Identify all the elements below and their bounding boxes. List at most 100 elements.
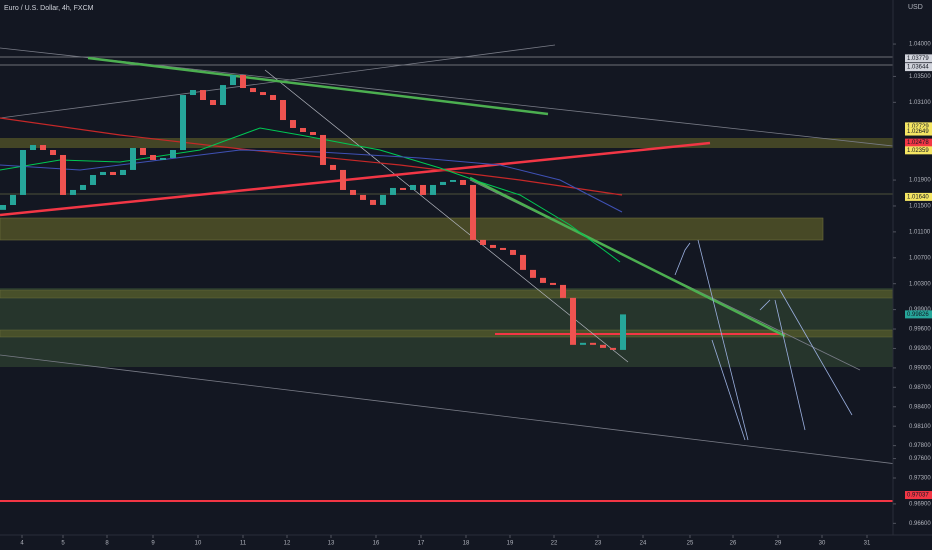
drawings: [0, 44, 906, 502]
trend-line: [87, 56, 549, 116]
candle-body: [80, 184, 86, 190]
candle-body: [430, 184, 436, 195]
price-tag: [905, 310, 932, 319]
candle-body: [390, 187, 396, 195]
candle-body: [500, 247, 506, 250]
x-tick-label: 25: [687, 541, 694, 547]
price-axis: [893, 0, 932, 550]
y-tick-label: 0.97800: [909, 443, 931, 449]
candle-body: [570, 297, 576, 345]
price-tag: [905, 54, 932, 63]
candle-body: [580, 342, 586, 345]
x-tick-label: 19: [507, 541, 514, 547]
candle-body: [370, 199, 376, 205]
candle-body: [610, 347, 616, 350]
candle-body: [210, 100, 216, 105]
y-tick-label: 0.98100: [909, 424, 931, 430]
y-tick-label: 1.04000: [909, 42, 931, 48]
candle-body: [0, 204, 6, 210]
candle-body: [260, 92, 266, 96]
price-tag: [905, 63, 932, 72]
candle-body: [510, 249, 516, 255]
y-tick-label: 1.03100: [909, 100, 931, 106]
x-tick-label: 12: [284, 541, 291, 547]
y-tick-label: 1.01500: [909, 204, 931, 210]
y-tick-label: 0.99600: [909, 327, 931, 333]
candle-body: [410, 184, 416, 190]
candle-body: [120, 169, 126, 176]
candle-body: [320, 134, 326, 165]
moving-average: [0, 127, 621, 263]
zone: [0, 138, 893, 148]
y-tick-label: 0.98400: [909, 404, 931, 410]
candle-body: [360, 194, 366, 200]
symbol-title: Euro / U.S. Dollar, 4h, FXCM: [4, 5, 94, 12]
zone: [0, 289, 894, 299]
trend-line: [0, 141, 711, 217]
candle-body: [380, 194, 386, 205]
price-tag-label: 1.02359: [907, 148, 929, 154]
price-tag: [905, 192, 932, 201]
candle-body: [130, 147, 136, 170]
candle-body: [530, 269, 536, 278]
price-tag-label: 1.02729: [907, 124, 929, 130]
candle-body: [250, 88, 256, 93]
candle-body: [450, 179, 456, 182]
price-tag-label: 1.03779: [907, 56, 929, 62]
x-tick-label: 22: [551, 541, 558, 547]
x-tick-label: 5: [61, 541, 65, 547]
trend-line: [469, 176, 786, 338]
candle-body: [470, 184, 476, 240]
x-tick-label: 26: [730, 541, 737, 547]
projection-arrows: [674, 239, 853, 441]
x-tick-label: 4: [20, 541, 24, 547]
y-tick-label: 0.99900: [909, 307, 931, 313]
candle-body: [550, 282, 556, 285]
candle-body: [270, 95, 276, 101]
x-tick-label: 8: [105, 541, 109, 547]
x-tick-label: 10: [195, 541, 202, 547]
candle-body: [140, 147, 146, 155]
price-tag-label: 1.02649: [907, 129, 929, 135]
candle-body: [520, 254, 526, 270]
y-tick-label: 1.01900: [909, 178, 931, 184]
candle-body: [340, 169, 346, 190]
candle-body: [600, 344, 606, 348]
price-tag: [905, 138, 932, 147]
y-tick-label: 0.96900: [909, 501, 931, 507]
y-tick-label: 0.98700: [909, 385, 931, 391]
x-tick-label: 24: [640, 541, 647, 547]
candle-body: [280, 100, 286, 121]
y-tick-label: 0.97600: [909, 456, 931, 462]
candle-body: [230, 75, 236, 86]
candle-body: [190, 90, 196, 96]
y-tick-label: 0.99000: [909, 365, 931, 371]
trend-line: [264, 69, 629, 363]
candle-body: [290, 120, 296, 128]
y-tick-label: 1.00700: [909, 255, 931, 261]
candle-body: [200, 90, 206, 101]
candle-body: [20, 150, 26, 195]
candle-body: [620, 314, 626, 350]
candle-body: [60, 154, 66, 195]
trend-line: [0, 354, 906, 466]
candle-body: [310, 132, 316, 135]
y-tick-label: 1.03500: [909, 74, 931, 80]
candle-body: [460, 179, 466, 185]
price-tag-label: 1.03644: [907, 65, 929, 71]
price-tag-label: 1.02478: [907, 140, 929, 146]
y-tick-label: 1.00300: [909, 281, 931, 287]
candle-body: [150, 154, 156, 160]
price-tag: [905, 122, 932, 131]
candle-body: [100, 171, 106, 176]
currency-label: USD: [908, 4, 923, 11]
candle-body: [90, 175, 96, 185]
candle-body: [110, 171, 116, 176]
candle-body: [330, 164, 336, 170]
price-tag: [905, 127, 932, 136]
candle-body: [160, 157, 166, 160]
y-tick-label: 0.97300: [909, 476, 931, 482]
x-tick-label: 31: [864, 541, 871, 547]
x-tick-label: 11: [240, 541, 247, 547]
